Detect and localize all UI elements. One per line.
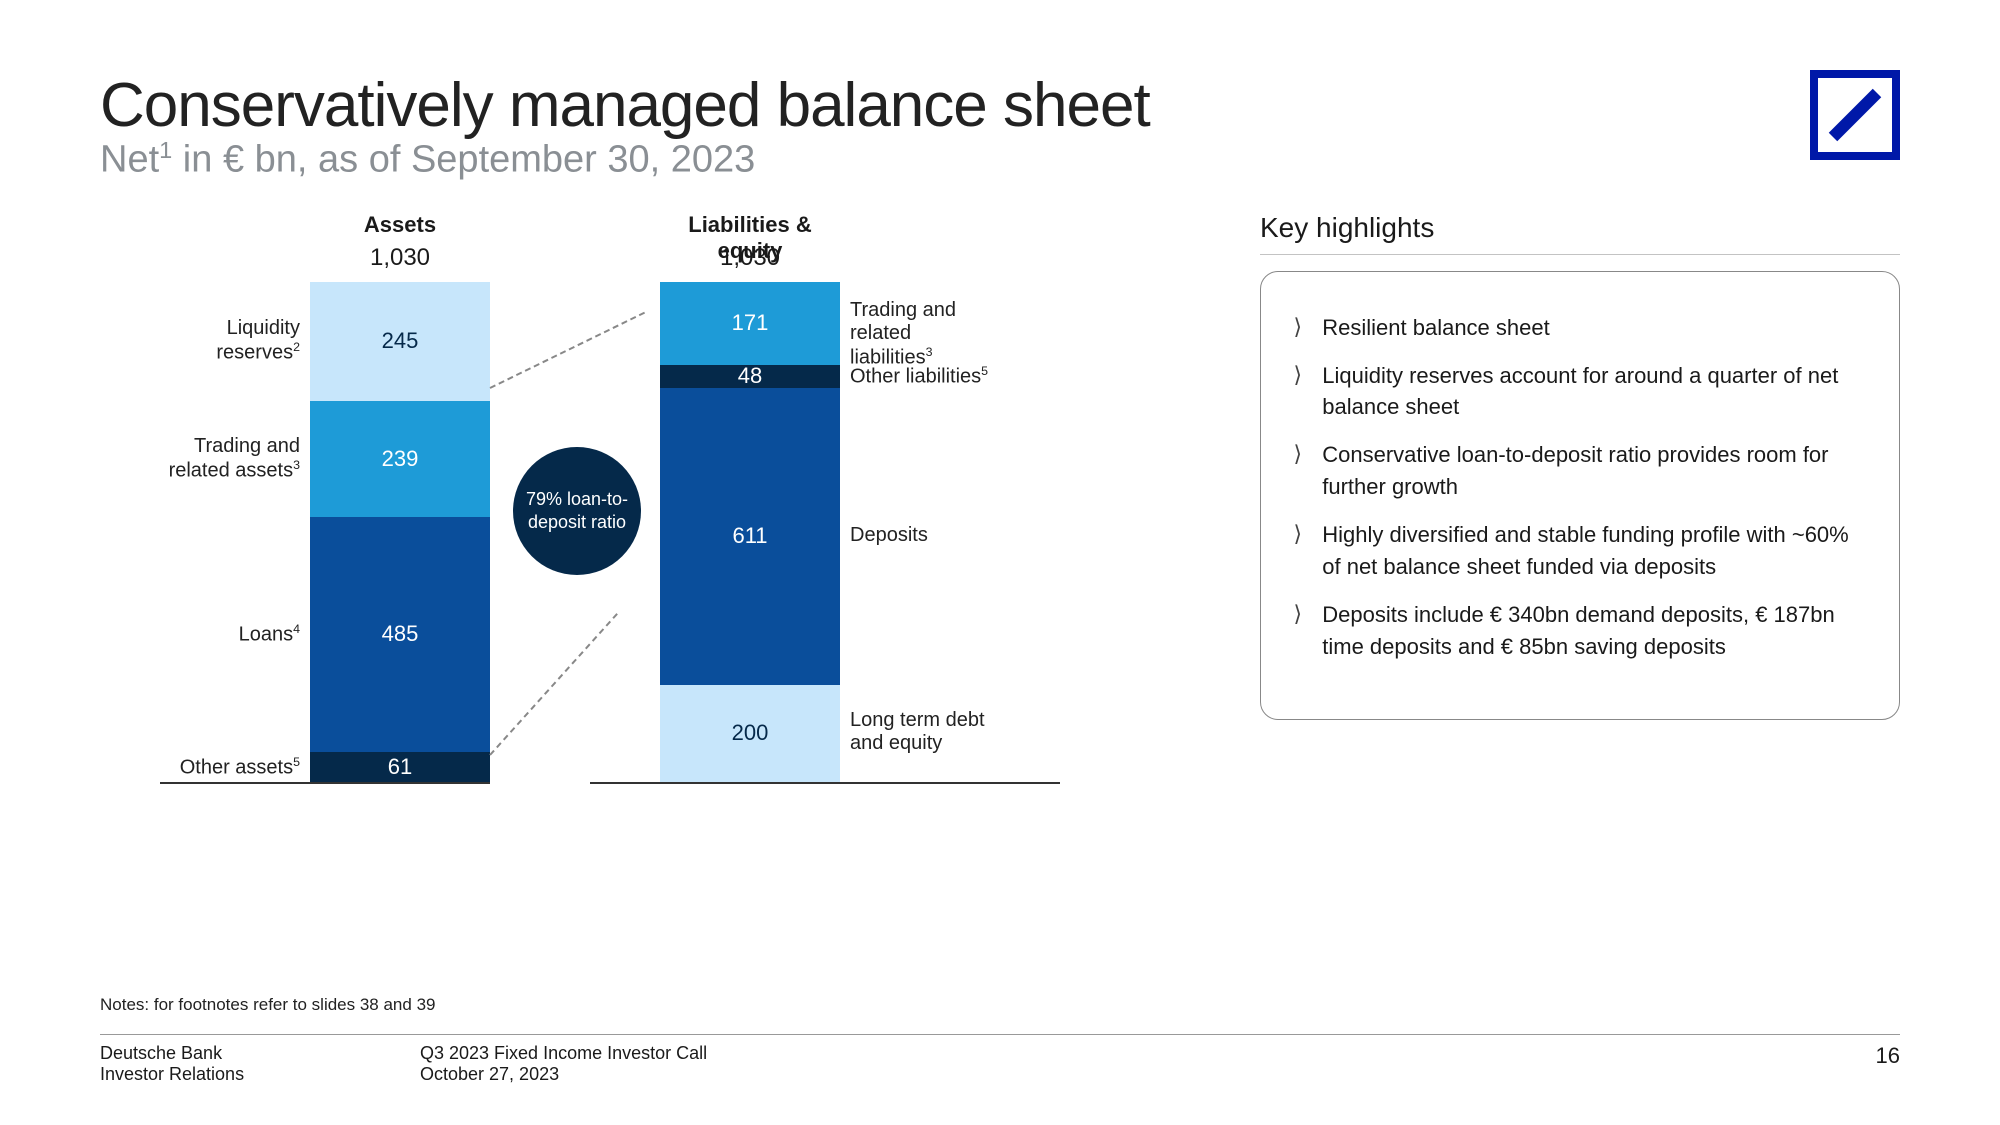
page-number: 16 [1840,1043,1900,1085]
bar-total-liabilities: 1,030 [660,244,840,272]
footer-date: October 27, 2023 [420,1064,1840,1085]
balance-sheet-chart: Assets 1,030 Liquidityreserves2 Trading and… [100,212,1210,832]
segment-liabilities-3: 200 [660,685,840,782]
chevron-icon: ⟩ [1291,312,1304,344]
connector-dash-0 [490,311,645,388]
bar-title-assets: Assets [310,212,490,238]
key-highlights-list: ⟩ Resilient balance sheet ⟩ Liquidity reser… [1291,312,1869,663]
footer: Deutsche Bank Investor Relations Q3 2023… [100,1034,1900,1085]
key-highlights-panel: Key highlights ⟩Resilient balance sheet⟩… [1260,212,1900,832]
segment-label-assets-3: Other assets5 [160,755,300,780]
highlight-text: Liquidity reserves account for around a … [1322,360,1869,424]
key-highlights-heading: Key highlights [1260,212,1900,244]
highlight-item: ⟩ Highly diversified and stable funding p… [1291,519,1869,583]
bar-baseline-left [160,782,490,784]
bar-total-assets: 1,030 [310,244,490,272]
divider [1260,254,1900,255]
highlight-text: Highly diversified and stable funding pr… [1322,519,1869,583]
highlight-item: ⟩ Deposits include € 340bn demand deposit… [1291,599,1869,663]
footer-dept: Investor Relations [100,1064,420,1085]
highlight-text: Conservative loan-to-deposit ratio provi… [1322,439,1869,503]
bar-assets: 24523948561 [310,282,490,782]
chevron-icon: ⟩ [1291,519,1304,583]
page-title: Conservatively managed balance sheet [100,70,1150,141]
segment-liabilities-0: 171 [660,282,840,365]
segment-assets-3: 61 [310,752,490,782]
connector-dash-1 [489,613,618,756]
chevron-icon: ⟩ [1291,439,1304,503]
bar-liabilities: 17148611200 [660,282,840,782]
highlight-item: ⟩ Liquidity reserves account for around a… [1291,360,1869,424]
segment-label-liabilities-0: Trading andrelated liabilities3 [850,299,990,370]
segment-assets-2: 485 [310,517,490,752]
footer-company: Deutsche Bank [100,1043,420,1064]
chevron-icon: ⟩ [1291,360,1304,424]
segment-assets-1: 239 [310,401,490,517]
segment-liabilities-2: 611 [660,388,840,685]
deutsche-bank-logo-icon [1810,70,1900,160]
page-subtitle: Net1 in € bn, as of September 30, 2023 [100,137,1150,182]
highlight-text: Resilient balance sheet [1322,312,1549,344]
loan-deposit-ratio-callout: 79% loan-to-deposit ratio [513,447,641,575]
segment-label-assets-2: Loans4 [160,622,300,647]
footnotes: Notes: for footnotes refer to slides 38 … [100,995,435,1015]
segment-assets-0: 245 [310,282,490,401]
highlight-text: Deposits include € 340bn demand deposits… [1322,599,1869,663]
bar-baseline-right [590,782,1060,784]
segment-label-assets-0: Liquidityreserves2 [160,317,300,365]
highlight-item: ⟩ Conservative loan-to-deposit ratio prov… [1291,439,1869,503]
segment-label-assets-1: Trading andrelated assets3 [160,435,300,483]
segment-liabilities-1: 48 [660,365,840,388]
chevron-icon: ⟩ [1291,599,1304,663]
footer-event: Q3 2023 Fixed Income Investor Call [420,1043,1840,1064]
segment-label-liabilities-2: Deposits [850,524,990,547]
segment-label-liabilities-1: Other liabilities5 [850,364,990,389]
header: Conservatively managed balance sheet Net… [100,70,1900,182]
segment-label-liabilities-3: Long term debtand equity [850,709,990,755]
highlight-item: ⟩ Resilient balance sheet [1291,312,1869,344]
